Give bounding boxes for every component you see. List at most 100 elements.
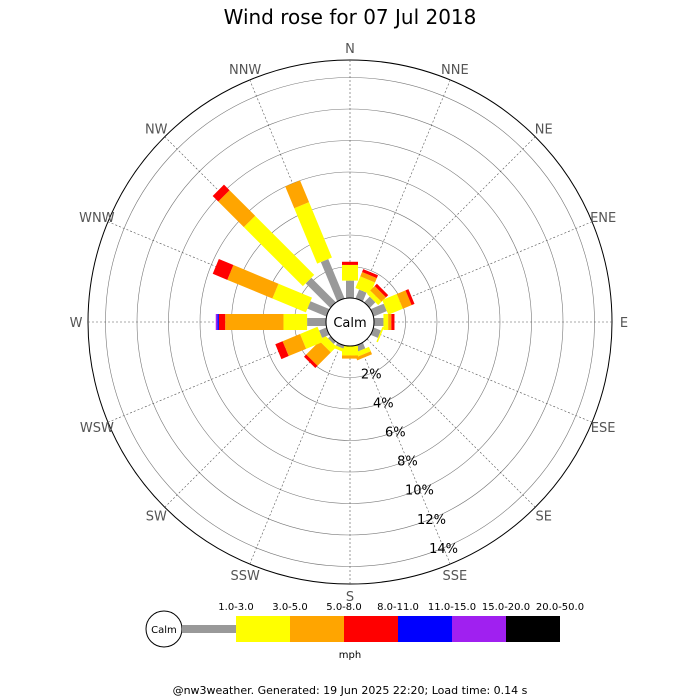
- ring-label-4: 4%: [373, 396, 394, 411]
- bar-wsw-bin-2: [282, 334, 307, 357]
- bar-w-bin-3: [218, 314, 226, 330]
- spoke-sw: [164, 338, 334, 508]
- direction-label-ssw: SSW: [230, 569, 260, 584]
- direction-label-n: N: [345, 42, 355, 57]
- direction-label-wsw: WSW: [80, 421, 114, 436]
- direction-label-sse: SSE: [442, 569, 467, 584]
- bar-wnw-bin-3: [212, 259, 234, 280]
- ring-label-6: 6%: [385, 425, 406, 440]
- legend-label-2: 5.0-8.0: [326, 602, 361, 613]
- calm-circle-shape: [325, 297, 375, 347]
- footer-text: @nw3weather. Generated: 19 Jun 2025 22:2…: [172, 684, 528, 697]
- bar-sw-bin-3: [303, 354, 318, 369]
- bar-wsw-bin-3: [275, 341, 289, 360]
- spoke-ne: [366, 136, 536, 306]
- ring-label-8: 8%: [397, 455, 418, 470]
- bar-ene-bin-1: [382, 293, 403, 315]
- legend-swatch-1: [236, 616, 290, 642]
- legend-label-0: 1.0-3.0: [218, 602, 253, 613]
- bar-nnw-bin-0: [320, 259, 345, 302]
- bar-sse-bin-2: [356, 351, 372, 361]
- bar-nw-bin-3: [212, 184, 230, 202]
- bar-nnw-bin-2: [285, 180, 310, 209]
- ring-label-12: 12%: [417, 513, 446, 528]
- bar-w-bin-0: [307, 318, 326, 326]
- legend-swatch-2: [290, 616, 344, 642]
- direction-label-ese: ESE: [591, 421, 616, 436]
- bar-wnw-bin-0: [307, 301, 330, 317]
- legend-swatch-4: [398, 616, 452, 642]
- legend-label-1: 3.0-5.0: [272, 602, 307, 613]
- bar-sw-bin-1: [319, 335, 337, 353]
- bar-n-bin-3: [342, 261, 358, 265]
- direction-label-ene: ENE: [590, 211, 616, 226]
- bar-s-bin-1: [342, 346, 358, 356]
- bar-e-bin-2: [388, 314, 392, 330]
- bar-ne-bin-0: [364, 296, 376, 308]
- bar-nne-bin-0: [355, 289, 367, 302]
- ring-label-10: 10%: [405, 484, 434, 499]
- bar-ene-bin-0: [370, 303, 387, 317]
- bar-e-bin-3: [391, 314, 395, 330]
- direction-label-w: W: [70, 316, 83, 331]
- bar-wsw-bin-1: [300, 326, 324, 349]
- bar-ese-bin-1: [376, 326, 384, 343]
- spoke-se: [366, 338, 536, 508]
- bar-w-bin-2: [225, 314, 284, 330]
- ring-label-14: 14%: [429, 542, 458, 557]
- direction-label-nw: NW: [145, 122, 168, 137]
- direction-label-wnw: WNW: [79, 211, 115, 226]
- bars-layer: [212, 180, 415, 369]
- legend-swatch-5: [452, 616, 506, 642]
- bar-n-bin-0: [346, 280, 354, 298]
- bar-wsw-bin-0: [319, 327, 330, 338]
- calm-label: Calm: [333, 316, 366, 331]
- bar-ne-bin-2: [370, 286, 386, 302]
- bar-wnw-bin-1: [272, 283, 312, 313]
- ring-label-2: 2%: [361, 367, 382, 382]
- spoke-ese: [372, 330, 593, 423]
- bar-nne-bin-3: [362, 269, 379, 279]
- legend-swatch-6: [506, 616, 560, 642]
- legend-label-6: 20.0-50.0: [536, 602, 584, 613]
- bar-ne-bin-3: [374, 283, 389, 298]
- bar-w-bin-5: [215, 314, 218, 330]
- legend-label-3: 8.0-11.0: [377, 602, 419, 613]
- bar-e-bin-1: [383, 314, 389, 330]
- direction-label-ne: NE: [535, 122, 553, 137]
- legend-calm-label: Calm: [151, 625, 177, 636]
- bar-ssw-bin-0: [335, 342, 345, 349]
- direction-labels: N NNE NE ENE E ESE SE SSE S SSW SW WSW W WNW NW NNW: [70, 42, 629, 605]
- legend-swatch-3: [344, 616, 398, 642]
- bar-ene-bin-3: [405, 289, 415, 306]
- legend-label-4: 11.0-15.0: [428, 602, 476, 613]
- direction-label-s: S: [346, 590, 354, 605]
- bar-wnw-bin-2: [227, 265, 279, 299]
- bar-n-bin-1: [342, 264, 358, 281]
- bar-nne-bin-2: [360, 272, 377, 283]
- bar-nw-bin-2: [218, 190, 256, 228]
- calm-circle: Calm: [325, 297, 375, 347]
- bar-ese-bin-0: [370, 327, 381, 338]
- bar-nnw-bin-1: [294, 202, 332, 264]
- direction-label-nne: NNE: [441, 63, 469, 78]
- direction-label-sw: SW: [146, 510, 167, 525]
- legend-unit: mph: [339, 650, 361, 661]
- chart-title: Wind rose for 07 Jul 2018: [223, 5, 477, 29]
- bar-ene-bin-2: [396, 290, 412, 309]
- legend: Calm 1.0-3.0 3.0-5.0 5.0-8.0 8.0-11.0 11.0-15…: [145, 602, 584, 661]
- spoke-ssw: [249, 344, 342, 565]
- direction-label-nnw: NNW: [229, 63, 261, 78]
- bar-sw-bin-2: [306, 341, 331, 366]
- bar-ne-bin-1: [366, 290, 382, 306]
- bar-nne-bin-1: [355, 276, 376, 295]
- bar-nw-bin-1: [243, 215, 315, 287]
- direction-label-se: SE: [536, 510, 552, 525]
- bar-s-bin-2: [342, 355, 358, 359]
- direction-label-e: E: [620, 316, 628, 331]
- bar-w-bin-1: [283, 314, 308, 330]
- bar-sse-bin-1: [354, 346, 371, 358]
- ring-labels: 2% 4% 6% 8% 10% 12% 14%: [361, 367, 458, 557]
- bar-sw-bin-0: [327, 336, 336, 345]
